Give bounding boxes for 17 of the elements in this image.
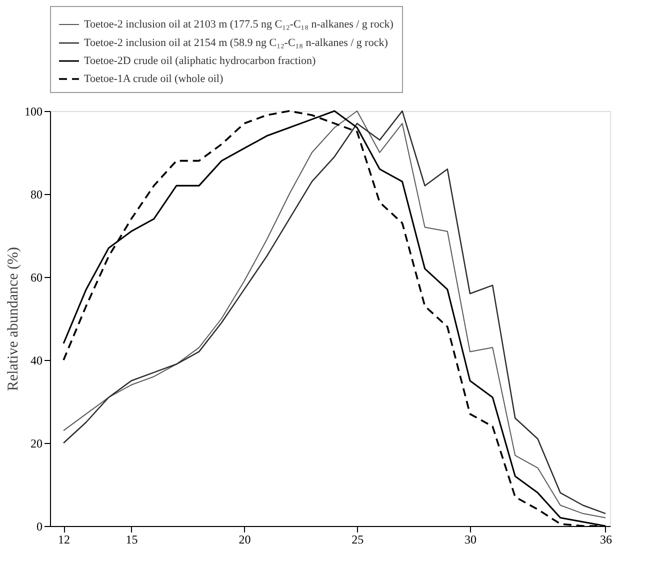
x-tick-label: 15 [126, 532, 138, 546]
x-tick-label: 12 [58, 532, 70, 546]
x-tick-label: 30 [464, 532, 476, 546]
legend-label: Toetoe-1A crude oil (whole oil) [84, 73, 224, 85]
legend-label: Toetoe-2 inclusion oil at 2103 m (177.5 ng C₁₂-C₁₈ n-alkanes / g rock) [84, 18, 394, 30]
x-tick-label: 25 [352, 532, 364, 546]
legend-label: Toetoe-2D crude oil (aliphatic hydrocarbon fraction) [84, 55, 316, 67]
x-tick-label: 20 [238, 532, 251, 546]
y-tick-label: 80 [30, 188, 42, 202]
y-tick-label: 40 [30, 354, 42, 368]
y-tick-label: 60 [30, 270, 42, 284]
x-tick-label: 36 [600, 532, 612, 546]
legend-label: Toetoe-2 inclusion oil at 2154 m (58.9 ng C₁₂-C₁₈ n-alkanes / g rock) [84, 37, 388, 49]
y-axis-title: Relative abundance (%) [6, 246, 22, 392]
y-tick-label: 100 [24, 104, 42, 118]
y-tick-label: 0 [36, 520, 42, 534]
y-tick-label: 20 [30, 436, 42, 450]
